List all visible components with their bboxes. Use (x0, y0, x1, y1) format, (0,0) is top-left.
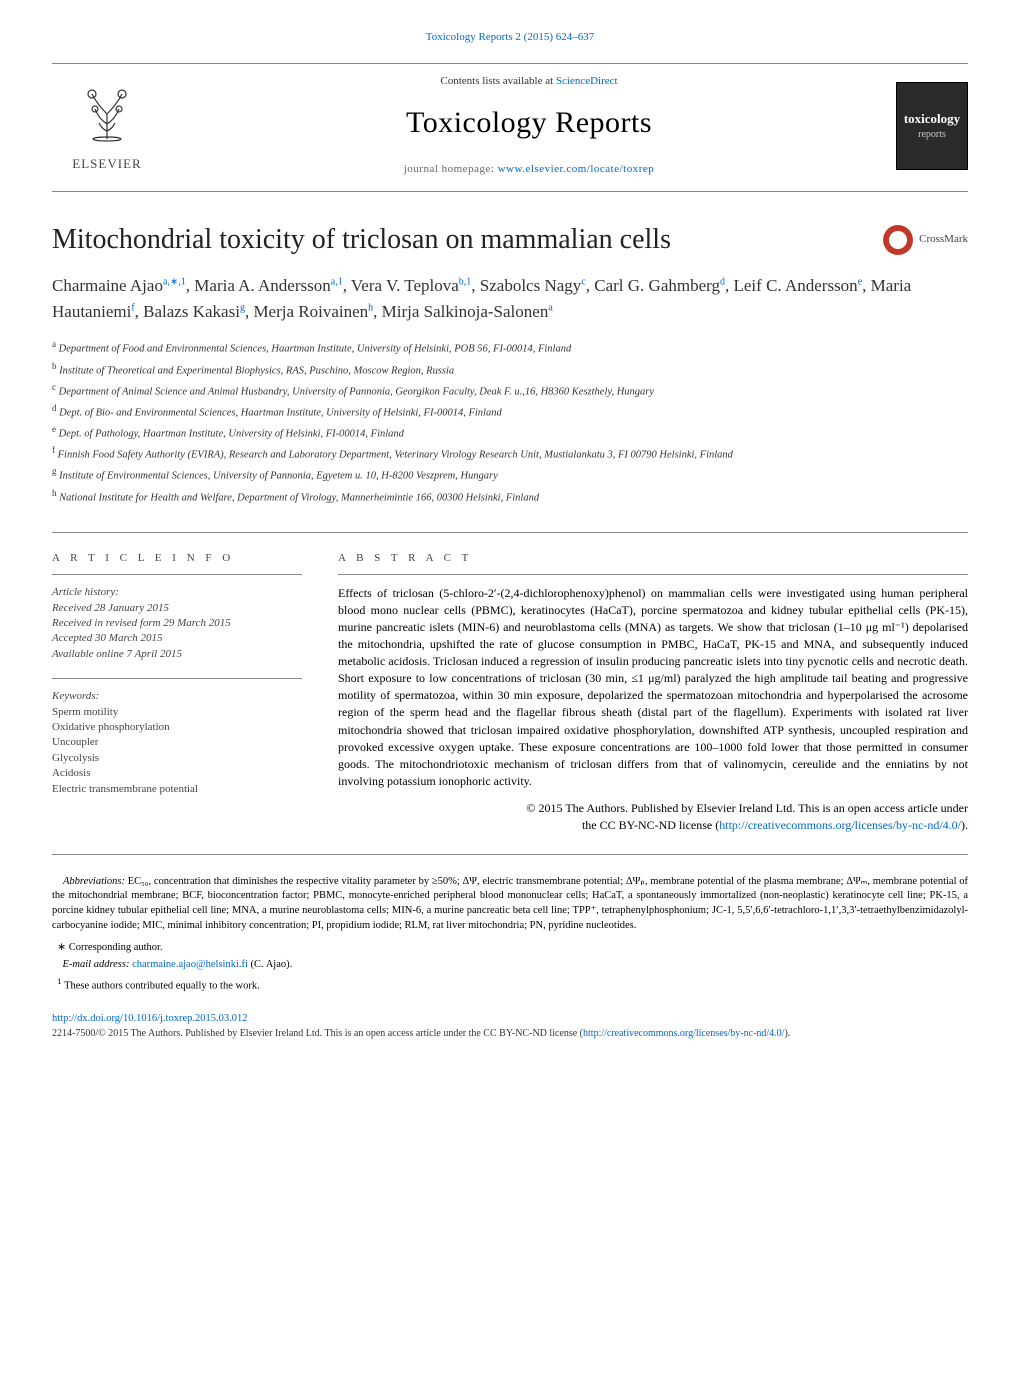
homepage-link[interactable]: www.elsevier.com/locate/toxrep (498, 163, 655, 175)
keyword: Oxidative phosphorylation (52, 720, 302, 735)
copyright-close: ). (961, 818, 968, 832)
history-revised: Received in revised form 29 March 2015 (52, 616, 302, 631)
keywords-head: Keywords: (52, 689, 302, 704)
footnotes: ∗ Corresponding author. E-mail address: … (52, 941, 968, 994)
authors-list: Charmaine Ajaoa,∗,1, Maria A. Anderssona… (52, 273, 968, 324)
sciencedirect-link[interactable]: ScienceDirect (556, 75, 618, 87)
copyright-line2: the CC BY-NC-ND license ( (582, 818, 719, 832)
abstract-column: A B S T R A C T Effects of triclosan (5-… (338, 551, 968, 834)
license-close: ). (784, 1028, 790, 1039)
abbrev-label: Abbreviations: (63, 876, 125, 887)
license-link[interactable]: http://creativecommons.org/licenses/by-n… (719, 818, 961, 832)
article-body: A R T I C L E I N F O Article history: R… (52, 532, 968, 834)
history-label: Article history: (52, 585, 302, 600)
copyright-line1: © 2015 The Authors. Published by Elsevie… (526, 801, 968, 815)
email-link[interactable]: charmaine.ajao@helsinki.fi (132, 959, 248, 970)
elsevier-tree-icon (67, 79, 147, 153)
author-affil[interactable]: a,∗,1 (163, 277, 186, 288)
bottom-license-link[interactable]: http://creativecommons.org/licenses/by-n… (583, 1028, 784, 1039)
affiliations: a Department of Food and Environmental S… (52, 338, 968, 506)
email-line: E-mail address: charmaine.ajao@helsinki.… (52, 958, 968, 973)
header-citation-link[interactable]: Toxicology Reports 2 (2015) 624–637 (426, 31, 595, 43)
abbrev-text: EC₅₀, concentration that diminishes the … (52, 876, 968, 931)
affiliation: e Dept. of Pathology, Haartman Institute… (52, 423, 968, 442)
affiliation: a Department of Food and Environmental S… (52, 338, 968, 357)
author-affil[interactable]: a (548, 302, 552, 313)
cover-title: toxicology (904, 110, 960, 128)
article-info-column: A R T I C L E I N F O Article history: R… (52, 551, 302, 834)
keyword: Uncoupler (52, 735, 302, 750)
article-history: Article history: Received 28 January 201… (52, 585, 302, 662)
author: Charmaine Ajao (52, 276, 163, 295)
header-citation: Toxicology Reports 2 (2015) 624–637 (52, 30, 968, 45)
author: , Merja Roivainen (245, 302, 368, 321)
affiliation: d Dept. of Bio- and Environmental Scienc… (52, 402, 968, 421)
bottom-license: 2214-7500/© 2015 The Authors. Published … (52, 1027, 968, 1041)
author: , Leif C. Andersson (725, 276, 858, 295)
affiliation: g Institute of Environmental Sciences, U… (52, 465, 968, 484)
elsevier-text: ELSEVIER (72, 155, 141, 173)
journal-cover: toxicology reports (896, 82, 968, 170)
affiliation: b Institute of Theoretical and Experimen… (52, 360, 968, 379)
homepage-prefix: journal homepage: (404, 163, 498, 175)
issn-line: 2214-7500/© 2015 The Authors. Published … (52, 1028, 583, 1039)
crossmark-label: CrossMark (919, 232, 968, 247)
author-affil[interactable]: b,1 (459, 277, 472, 288)
history-accepted: Accepted 30 March 2015 (52, 631, 302, 646)
divider (52, 854, 968, 855)
author: , Maria A. Andersson (186, 276, 331, 295)
header-center: Contents lists available at ScienceDirec… (162, 74, 896, 177)
author: , Mirja Salkinoja-Salonen (373, 302, 548, 321)
doi-block: http://dx.doi.org/10.1016/j.toxrep.2015.… (52, 1012, 968, 1027)
keyword: Electric transmembrane potential (52, 782, 302, 797)
keyword: Acidosis (52, 766, 302, 781)
contents-prefix: Contents lists available at (440, 75, 555, 87)
history-received: Received 28 January 2015 (52, 601, 302, 616)
affiliation: c Department of Animal Science and Anima… (52, 381, 968, 400)
keyword: Sperm motility (52, 705, 302, 720)
cover-subtitle: reports (918, 128, 946, 142)
elsevier-logo: ELSEVIER (52, 79, 162, 173)
author: , Vera V. Teplova (343, 276, 459, 295)
equal-contrib: 1 These authors contributed equally to t… (52, 975, 968, 994)
homepage-line: journal homepage: www.elsevier.com/locat… (182, 162, 876, 177)
affiliation: h National Institute for Health and Welf… (52, 487, 968, 506)
corresponding-author: ∗ Corresponding author. (52, 941, 968, 956)
author: , Balazs Kakasi (135, 302, 240, 321)
article-info-head: A R T I C L E I N F O (52, 551, 302, 575)
abbreviations: Abbreviations: EC₅₀, concentration that … (52, 875, 968, 934)
keyword: Glycolysis (52, 751, 302, 766)
crossmark-icon (883, 225, 913, 255)
journal-header: ELSEVIER Contents lists available at Sci… (52, 63, 968, 192)
doi-link[interactable]: http://dx.doi.org/10.1016/j.toxrep.2015.… (52, 1013, 248, 1024)
contents-line: Contents lists available at ScienceDirec… (182, 74, 876, 89)
affiliation: f Finnish Food Safety Authority (EVIRA),… (52, 444, 968, 463)
author: , Szabolcs Nagy (471, 276, 581, 295)
title-row: Mitochondrial toxicity of triclosan on m… (52, 220, 968, 259)
journal-name: Toxicology Reports (182, 102, 876, 144)
keywords: Keywords: Sperm motility Oxidative phosp… (52, 678, 302, 797)
article-title: Mitochondrial toxicity of triclosan on m… (52, 220, 671, 259)
crossmark-widget[interactable]: CrossMark (883, 225, 968, 255)
copyright-block: © 2015 The Authors. Published by Elsevie… (338, 800, 968, 834)
abstract-head: A B S T R A C T (338, 551, 968, 575)
author: , Carl G. Gahmberg (586, 276, 720, 295)
abstract-text: Effects of triclosan (5-chloro-2′-(2,4-d… (338, 585, 968, 789)
history-online: Available online 7 April 2015 (52, 647, 302, 662)
author-affil[interactable]: a,1 (331, 277, 343, 288)
